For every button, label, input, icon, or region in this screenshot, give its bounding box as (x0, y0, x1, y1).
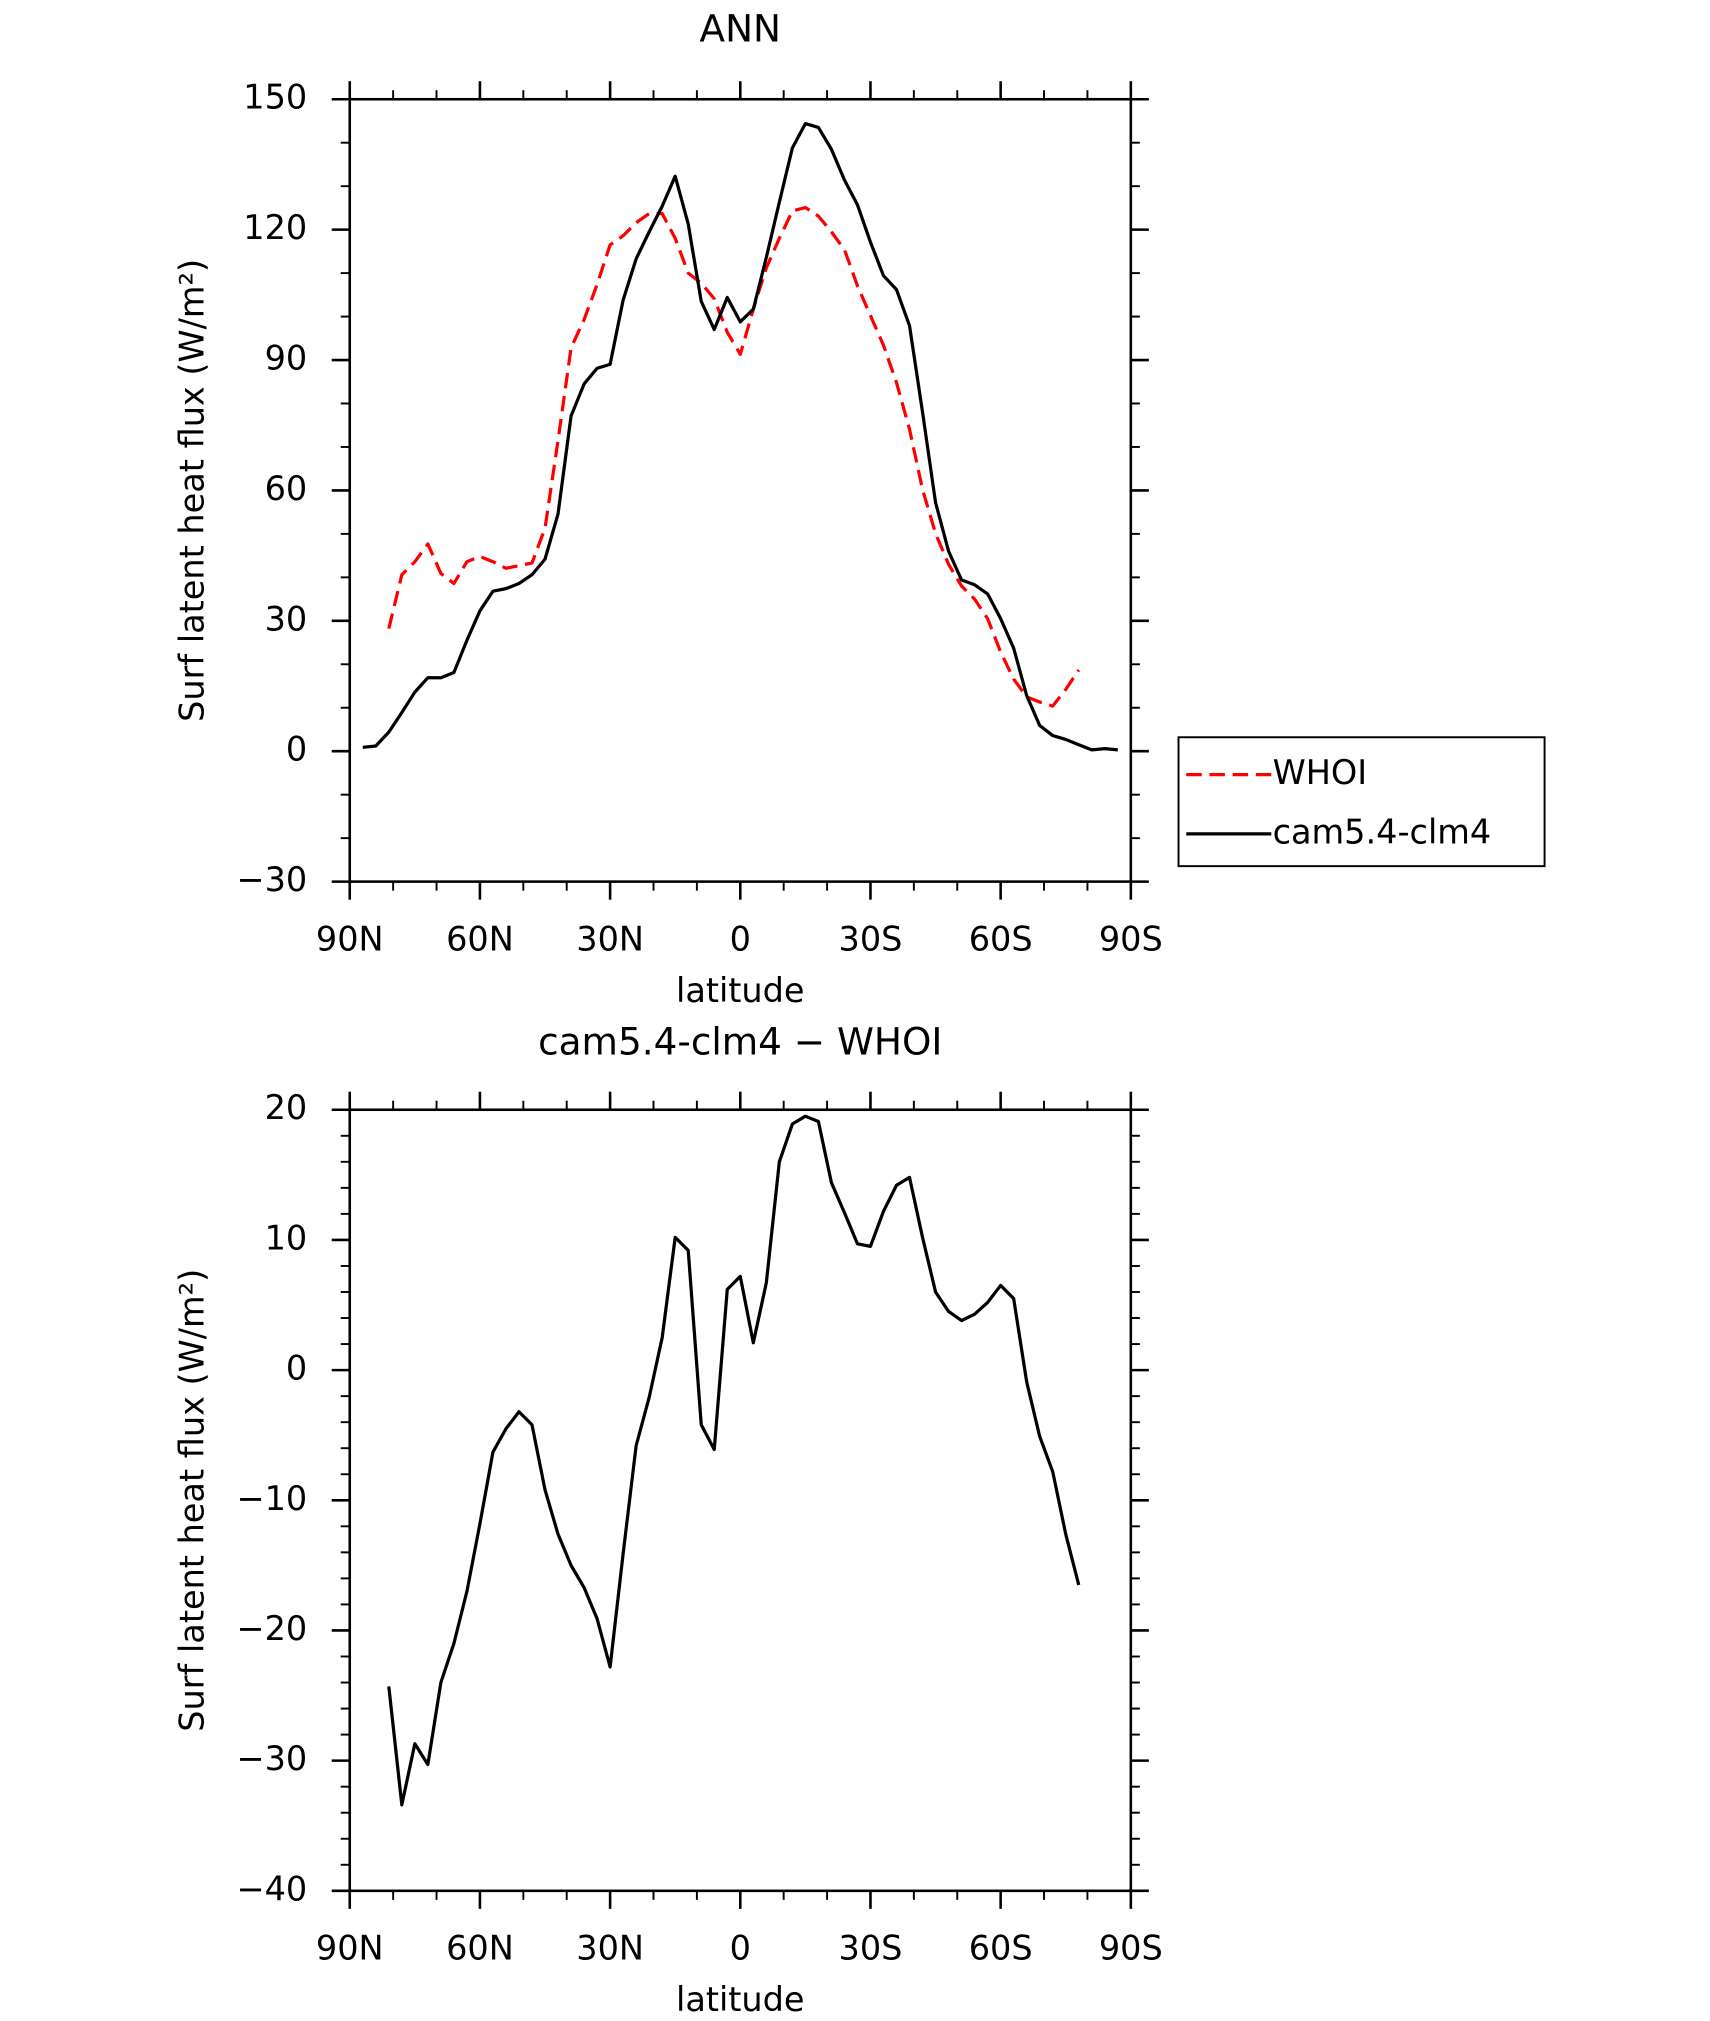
x-tick-label: 90N (316, 919, 384, 958)
x-tick-label: 30N (576, 919, 644, 958)
y-axis-label: Surf latent heat flux (W/m²) (172, 1269, 211, 1732)
plot-frame (348, 1108, 1133, 1893)
legend-label: cam5.4-clm4 (1273, 812, 1492, 851)
y-tick-label: 150 (243, 78, 307, 117)
x-tick-label: 0 (730, 1929, 751, 1968)
y-tick-label: 90 (265, 339, 308, 378)
y-tick-label: 0 (286, 730, 307, 769)
y-axis-label: Surf latent heat flux (W/m²) (172, 259, 211, 722)
y-tick-label: −20 (237, 1609, 308, 1648)
y-tick-label: 10 (265, 1218, 308, 1257)
y-tick-label: 120 (243, 208, 307, 247)
x-tick-label: 60S (969, 919, 1033, 958)
x-tick-label: 90S (1099, 1929, 1163, 1968)
y-tick-label: −30 (237, 860, 308, 899)
plot-frame (348, 97, 1133, 883)
x-tick-label: 30S (839, 919, 903, 958)
data-line (387, 1114, 1081, 1807)
data-line (362, 121, 1118, 752)
x-tick-label: 60N (446, 1929, 514, 1968)
y-tick-label: −40 (237, 1869, 308, 1908)
legend-label: WHOI (1273, 753, 1368, 792)
data-line (387, 205, 1081, 708)
y-tick-label: 60 (265, 469, 308, 508)
y-tick-label: −30 (237, 1739, 308, 1778)
chart-title: ANN (700, 6, 781, 50)
y-tick-label: 20 (265, 1088, 308, 1127)
chart-title: cam5.4-clm4 − WHOI (538, 1020, 942, 1064)
x-tick-label: 30S (839, 1929, 903, 1968)
x-axis-label: latitude (676, 1980, 805, 2019)
x-axis-label: latitude (676, 971, 805, 1010)
x-tick-label: 60N (446, 919, 514, 958)
x-tick-label: 60S (969, 1929, 1033, 1968)
y-tick-label: 0 (286, 1349, 307, 1388)
y-tick-label: 30 (265, 599, 308, 638)
x-tick-label: 0 (730, 919, 751, 958)
y-tick-label: −10 (237, 1479, 308, 1518)
legend-box (1177, 736, 1546, 868)
x-tick-label: 90N (316, 1929, 384, 1968)
x-tick-label: 30N (576, 1929, 644, 1968)
x-tick-label: 90S (1099, 919, 1163, 958)
